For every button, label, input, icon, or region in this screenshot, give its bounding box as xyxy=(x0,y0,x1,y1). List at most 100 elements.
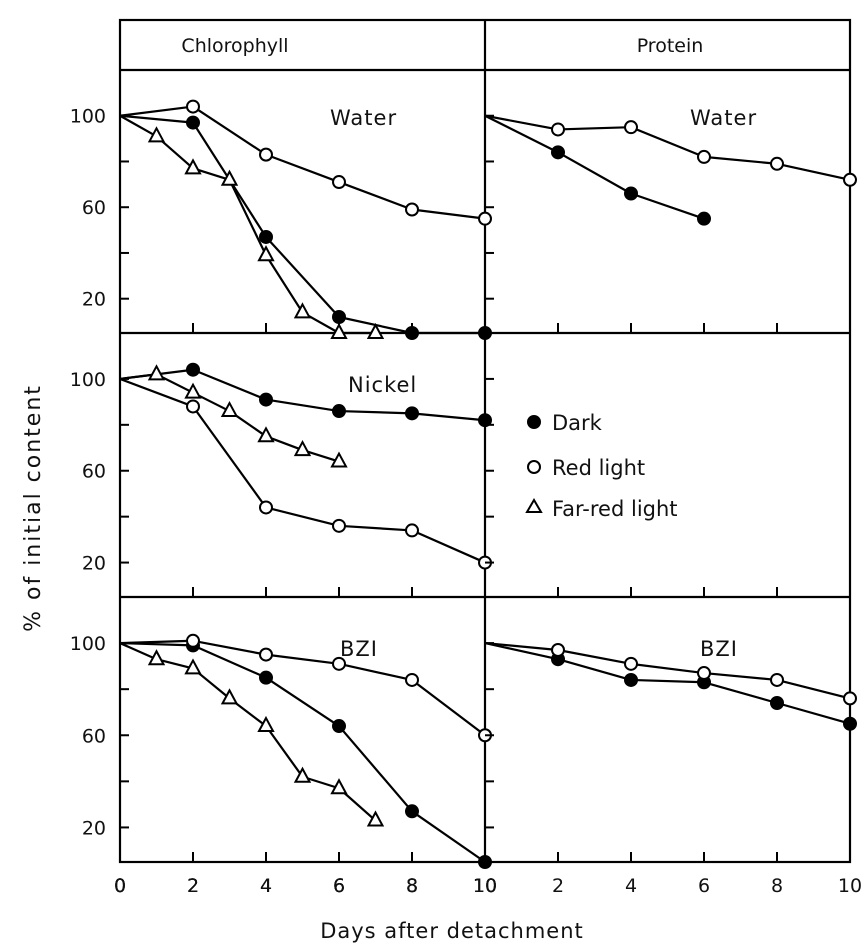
point-far-red-light-day-7 xyxy=(366,810,385,827)
x-tick-label-4: 4 xyxy=(260,875,272,897)
point-dark-day-6 xyxy=(697,211,711,226)
x-tick-label-4: 4 xyxy=(260,875,272,897)
point-dark-day-4 xyxy=(259,392,273,407)
point-dark-day-6 xyxy=(332,404,346,419)
legend-marker-dark xyxy=(527,415,541,429)
point-red-light-day-4 xyxy=(624,656,638,671)
point-far-red-light-day-6 xyxy=(330,322,348,339)
series-red-light xyxy=(484,641,857,706)
legend-label-dark: Dark xyxy=(552,411,603,435)
point-far-red-light-day-1 xyxy=(147,649,166,666)
point-dark-day-2 xyxy=(186,115,200,130)
point-dark-day-10 xyxy=(843,716,857,731)
point-red-light-day-8 xyxy=(770,156,784,171)
point-dark-day-4 xyxy=(259,670,273,685)
point-dark-day-6 xyxy=(332,719,346,734)
series-dark xyxy=(119,638,492,869)
series-line-red-light xyxy=(119,105,486,220)
point-red-light-day-6 xyxy=(332,518,346,533)
point-dark-day-8 xyxy=(405,804,419,819)
point-red-light-day-6 xyxy=(332,656,346,671)
point-far-red-light-day-4 xyxy=(257,245,275,262)
panel-chlorophyll-water: 20 60 100 0 2 4 6 8 10 Water xyxy=(70,99,497,897)
y-tick-label-100: 100 xyxy=(70,369,106,391)
point-red-light-day-4 xyxy=(259,647,273,662)
series-dark xyxy=(484,642,857,731)
series-line-red-light xyxy=(119,639,486,737)
series-line-dark xyxy=(484,114,705,220)
y-tick-label-100: 100 xyxy=(70,633,106,655)
legend: Dark Red light Far-red light xyxy=(525,411,678,521)
legend-marker-red-light xyxy=(527,460,541,474)
y-tick-label-60: 60 xyxy=(82,197,106,219)
point-dark-day-8 xyxy=(770,696,784,710)
point-red-light-day-8 xyxy=(405,523,419,538)
x-tick-label-10: 10 xyxy=(473,875,497,897)
x-tick-label-8: 8 xyxy=(406,875,418,897)
y-tick-label-20: 20 xyxy=(82,817,106,839)
panel-label-chlorophyll-nickel: Nickel xyxy=(348,373,417,397)
point-far-red-light-day-4 xyxy=(257,715,275,733)
x-tick-label-4: 4 xyxy=(260,875,272,897)
point-red-light-day-6 xyxy=(332,175,346,190)
legend-label-far-red-light: Far-red light xyxy=(552,497,678,521)
panel-protein-bzi: 2 4 6 8 10 BZI xyxy=(484,637,862,897)
point-dark-day-8 xyxy=(405,406,419,421)
x-tick-label-0: 0 xyxy=(114,875,126,897)
point-red-light-day-2 xyxy=(186,399,200,414)
y-tick-label-100: 100 xyxy=(70,106,106,128)
point-dark-day-10 xyxy=(478,413,492,428)
series-far-red-light xyxy=(119,642,385,827)
point-dark-day-8 xyxy=(405,326,419,340)
x-tick-label-2: 2 xyxy=(187,875,199,897)
point-red-light-day-10 xyxy=(478,211,492,226)
x-tick-label-2: 2 xyxy=(552,875,564,897)
x-tick-label-4: 4 xyxy=(625,875,637,897)
legend-item-red-light: Red light xyxy=(527,456,645,480)
point-red-light-day-2 xyxy=(186,633,200,648)
point-red-light-day-8 xyxy=(770,672,784,687)
y-tick-label-60: 60 xyxy=(82,725,106,747)
point-dark-day-2 xyxy=(186,362,200,377)
legend-label-red-light: Red light xyxy=(552,456,645,480)
y-tick-label-60: 60 xyxy=(82,461,106,483)
x-tick-label-6: 6 xyxy=(333,875,345,897)
series-line-red-light xyxy=(119,377,486,564)
series-red-light xyxy=(119,377,492,570)
column-header-protein: Protein xyxy=(637,35,704,57)
point-far-red-light-day-5 xyxy=(293,439,312,457)
series-line-red-light xyxy=(484,114,851,181)
point-red-light-day-6 xyxy=(697,666,711,681)
x-tick-label-6: 6 xyxy=(333,875,345,897)
y-tick-label-20: 20 xyxy=(82,289,106,311)
legend-marker-far-red-light xyxy=(525,498,543,513)
point-red-light-day-10 xyxy=(843,172,857,187)
point-red-light-day-4 xyxy=(259,147,273,162)
x-tick-label-6: 6 xyxy=(333,875,345,897)
point-far-red-light-day-2 xyxy=(184,158,202,175)
x-tick-label-8: 8 xyxy=(406,875,418,897)
series-far-red-light xyxy=(119,364,348,468)
panel-label-protein-water: Water xyxy=(690,106,757,130)
panel-label-protein-bzi: BZI xyxy=(700,637,738,661)
x-tick-label-0: 0 xyxy=(114,875,126,897)
series-line-red-light xyxy=(484,641,851,700)
point-far-red-light-day-5 xyxy=(293,766,312,783)
series-line-dark xyxy=(119,641,486,863)
point-red-light-day-8 xyxy=(405,202,419,217)
series-dark xyxy=(484,114,711,226)
point-far-red-light-day-3 xyxy=(220,688,239,705)
y-axis-title: % of initial content xyxy=(21,384,46,632)
x-tick-label-10: 10 xyxy=(838,875,862,897)
series-line-far-red-light xyxy=(119,114,376,335)
panel-chlorophyll-nickel: 20 60 100 0 2 4 6 8 10 Nickel xyxy=(70,362,497,897)
x-tick-label-0: 0 xyxy=(114,875,126,897)
series-line-dark xyxy=(119,368,486,422)
series-far-red-light xyxy=(119,114,385,339)
point-dark-day-10 xyxy=(478,855,492,869)
column-header-chlorophyll: Chlorophyll xyxy=(181,35,288,57)
legend-item-dark: Dark xyxy=(527,411,603,435)
point-far-red-light-day-2 xyxy=(184,382,202,399)
point-dark-day-4 xyxy=(624,672,638,687)
